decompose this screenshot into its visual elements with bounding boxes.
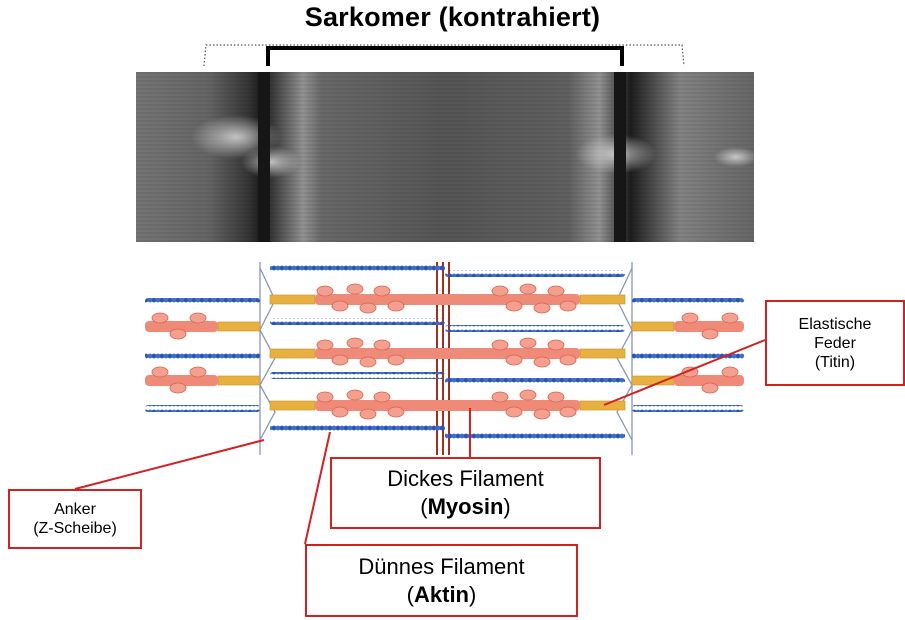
- myosin-neighbor-left: [145, 312, 218, 394]
- actin-label-line2: (Aktin): [406, 581, 477, 607]
- actin-filaments: [145, 265, 744, 439]
- electron-micrograph: [136, 72, 754, 242]
- titin-label-line2: Feder: [814, 334, 856, 352]
- anchor-label-line1: Anker: [54, 501, 96, 518]
- myosin-neighbor-right: [674, 312, 744, 394]
- myosin-row-3: [315, 389, 580, 420]
- myosin-row-2: [315, 337, 580, 368]
- anchor-label-box: Anker (Z-Scheibe): [8, 489, 142, 549]
- titin-springs: [217, 294, 675, 411]
- anchor-label-line2: (Z-Scheibe): [33, 520, 117, 537]
- myosin-label-line2: (Myosin): [420, 494, 511, 519]
- myosin-term: Myosin: [427, 494, 504, 519]
- actin-label-line1: Dünnes Filament: [358, 553, 525, 579]
- titin-label-line1: Elastische: [798, 315, 872, 333]
- myosin-filaments: [145, 283, 744, 420]
- myosin-label-box: Dickes Filament (Myosin): [330, 457, 601, 529]
- titin-label-line3: (Titin): [814, 353, 856, 371]
- titin-label-box: Elastische Feder (Titin): [765, 300, 905, 386]
- actin-label-box: Dünnes Filament (Aktin): [305, 544, 578, 617]
- actin-term: Aktin: [414, 581, 469, 607]
- callout-lines: [74, 339, 766, 545]
- myosin-row-1: [315, 283, 580, 314]
- diagram-title: Sarkomer (kontrahiert): [304, 2, 601, 32]
- myosin-label-line1: Dickes Filament: [387, 466, 544, 491]
- z-disc-right: [616, 262, 633, 455]
